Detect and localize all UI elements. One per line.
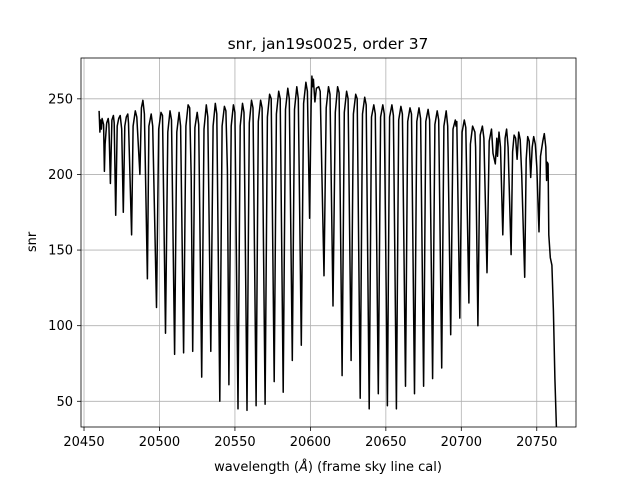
x-tick-label: 20650: [365, 435, 406, 450]
chart-title: snr, jan19s0025, order 37: [228, 35, 429, 53]
axis-ticks: 20450 20500 20550 20600 20650 20700 20750 50 100…: [48, 92, 557, 450]
x-tick-label: 20450: [63, 435, 104, 450]
plot-area: [98, 75, 558, 427]
x-tick-label: 20600: [290, 435, 331, 450]
axes-frame: [80, 57, 577, 428]
y-tick-label: 100: [48, 319, 73, 334]
y-axis-label: snr: [25, 231, 40, 252]
x-tick-label: 20700: [441, 435, 482, 450]
y-tick-label: 250: [48, 92, 73, 107]
x-tick-label: 20550: [214, 435, 255, 450]
snr-series-line: [98, 75, 558, 427]
x-tick-label: 20500: [139, 435, 180, 450]
x-tick-label: 20750: [516, 435, 557, 450]
y-tick-label: 150: [48, 244, 73, 259]
y-tick-label: 200: [48, 168, 73, 183]
y-tick-label: 50: [56, 395, 73, 410]
x-axis-label: wavelength (Å) (frame sky line cal): [214, 459, 442, 475]
